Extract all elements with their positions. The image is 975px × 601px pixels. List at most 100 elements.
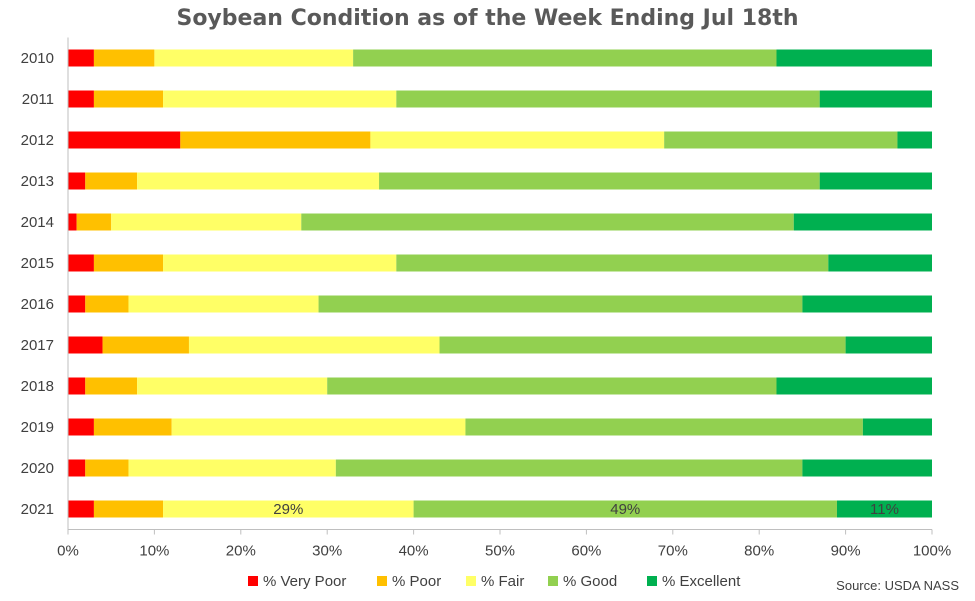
bar-segment — [128, 295, 319, 313]
y-tick-label: 2021 — [21, 501, 54, 518]
legend-swatch — [377, 576, 387, 586]
x-tick-label: 10% — [139, 543, 169, 560]
x-tick-label: 30% — [312, 543, 342, 560]
bar-segment — [301, 213, 794, 231]
x-tick-label: 90% — [831, 543, 861, 560]
y-tick-label: 2017 — [21, 337, 54, 354]
legend-label: % Fair — [481, 573, 524, 590]
y-tick-label: 2019 — [21, 419, 54, 436]
legend-label: % Good — [563, 573, 617, 590]
bar-segment — [776, 377, 932, 395]
bar-segment — [465, 418, 863, 436]
bar-segment — [897, 131, 932, 149]
bar-segment — [137, 172, 380, 190]
legend-label: % Very Poor — [263, 573, 346, 590]
bar-segment — [68, 377, 86, 395]
bar-segment — [396, 254, 829, 272]
bar-segment — [85, 172, 138, 190]
y-tick-label: 2010 — [21, 50, 54, 67]
x-tick-label: 50% — [485, 543, 515, 560]
bar-segment — [793, 213, 932, 231]
bar-segment — [439, 336, 846, 354]
bar-segment — [154, 49, 354, 67]
y-tick-label: 2012 — [21, 132, 54, 149]
y-tick-label: 2016 — [21, 296, 54, 313]
legend-swatch — [647, 576, 657, 586]
bar-segment — [102, 336, 189, 354]
bar-segment — [171, 418, 466, 436]
bar-segment — [163, 254, 397, 272]
bar-segment — [180, 131, 371, 149]
legend-label: % Poor — [392, 573, 441, 590]
source-note: Source: USDA NASS — [836, 578, 959, 593]
x-tick-label: 80% — [744, 543, 774, 560]
bar-segment — [93, 49, 155, 67]
bar-segment — [137, 377, 328, 395]
legend-swatch — [466, 576, 476, 586]
bar-segment — [68, 213, 77, 231]
x-tick-label: 100% — [913, 543, 951, 560]
bar-segment — [68, 49, 94, 67]
bar-segment — [93, 418, 172, 436]
bar-segment — [318, 295, 803, 313]
bar-segment — [335, 459, 803, 477]
bar-segment — [862, 418, 932, 436]
bar-segment — [93, 254, 164, 272]
y-tick-label: 2018 — [21, 378, 54, 395]
bar-segment — [68, 500, 94, 518]
bar-segment — [68, 172, 86, 190]
bar-segment — [93, 500, 164, 518]
bar-segment — [379, 172, 820, 190]
bar-segment — [370, 131, 665, 149]
bar-segment — [802, 459, 932, 477]
data-label: 29% — [273, 501, 303, 518]
bar-segment — [93, 90, 164, 108]
bar-segment — [828, 254, 932, 272]
y-tick-label: 2015 — [21, 255, 54, 272]
bar-segment — [845, 336, 932, 354]
bar-segment — [819, 172, 932, 190]
y-tick-label: 2020 — [21, 460, 54, 477]
bar-segment — [76, 213, 112, 231]
bar-segment — [836, 500, 932, 518]
bar-segment — [68, 336, 103, 354]
bar-segment — [163, 500, 414, 518]
x-tick-label: 0% — [57, 543, 79, 560]
x-tick-label: 60% — [571, 543, 601, 560]
y-tick-label: 2014 — [21, 214, 54, 231]
bar-segment — [163, 90, 397, 108]
bar-segment — [776, 49, 932, 67]
bar-segment — [68, 254, 94, 272]
bar-segment — [396, 90, 820, 108]
bar-segment — [68, 418, 94, 436]
x-tick-label: 40% — [399, 543, 429, 560]
bar-segment — [188, 336, 440, 354]
legend-swatch — [548, 576, 558, 586]
bar-segment — [68, 459, 86, 477]
bar-segment — [85, 295, 129, 313]
bar-segment — [327, 377, 777, 395]
bar-segment — [413, 500, 837, 518]
bar-segment — [68, 131, 181, 149]
bar-segment — [68, 295, 86, 313]
bar-segment — [819, 90, 932, 108]
bar-segment — [85, 377, 138, 395]
x-tick-label: 70% — [658, 543, 688, 560]
bar-segment — [353, 49, 777, 67]
bar-segment — [128, 459, 336, 477]
bar-segment — [664, 131, 898, 149]
bar-segment — [68, 90, 94, 108]
bar-segment — [802, 295, 932, 313]
bar-segment — [111, 213, 302, 231]
legend-swatch — [248, 576, 258, 586]
bar-segment — [85, 459, 129, 477]
y-tick-label: 2011 — [22, 91, 54, 108]
data-label: 11% — [870, 501, 899, 518]
x-tick-label: 20% — [226, 543, 256, 560]
legend-label: % Excellent — [662, 573, 741, 590]
chart-title: Soybean Condition as of the Week Ending … — [176, 6, 799, 31]
data-label: 49% — [610, 501, 640, 518]
y-tick-label: 2013 — [21, 173, 54, 190]
